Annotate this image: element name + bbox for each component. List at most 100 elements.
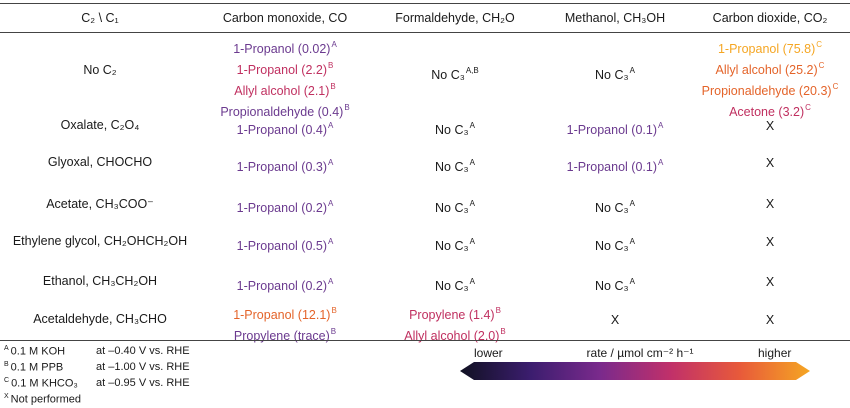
product-entry: 1-Propanol (0.2)A (200, 274, 370, 295)
product-entry: Propylene (trace)B (200, 324, 370, 345)
footnote-a: A 0.1 M KOH at –0.40 V vs. RHE (4, 345, 190, 358)
footnote-x: X Not performed (4, 393, 81, 406)
product-entry: 1-Propanol (0.2)A (200, 196, 370, 217)
product-text: X (765, 196, 775, 211)
product-text: Propionaldehyde (0.4) (220, 105, 344, 120)
product-text: 1-Propanol (0.1) (566, 159, 657, 174)
product-text: 1-Propanol (0.2) (236, 200, 327, 215)
table-cell-co: 1-Propanol (0.02)A 1-Propanol (2.2)B Allyl… (200, 37, 370, 122)
condition-marker: B (495, 306, 501, 315)
row-label: Oxalate, C₂O₄ (60, 118, 140, 132)
product-entry: No C₃A (540, 63, 690, 84)
product-text: 1-Propanol (0.5) (236, 238, 327, 253)
condition-marker: C (816, 40, 823, 49)
product-entry: No C₃A (370, 155, 540, 176)
column-header-co2: Carbon dioxide, CO₂ (712, 11, 828, 25)
product-text: No C₃ (435, 200, 469, 215)
product-entry: No C₃A (370, 196, 540, 217)
legend-title: rate / µmol cm⁻² h⁻¹ (586, 346, 694, 360)
product-text: No C₃ (435, 238, 469, 253)
product-text: Propylene (trace) (233, 329, 330, 344)
table-cell-co: 1-Propanol (0.4)A (200, 118, 370, 139)
bottom-rule (0, 340, 850, 341)
product-entry: No C₃A (370, 118, 540, 139)
condition-marker: B (331, 306, 337, 315)
product-entry: 1-Propanol (0.1)A (540, 155, 690, 176)
product-text: X (765, 234, 775, 249)
table-cell-co2: X (690, 234, 850, 251)
product-entry: X (540, 312, 690, 329)
gradient-arrow-shape (460, 362, 810, 380)
condition-marker: A (327, 276, 334, 286)
product-text: X (765, 312, 775, 327)
column-header-co: Carbon monoxide, CO (222, 11, 348, 25)
product-entry: No C₃A (540, 234, 690, 255)
product-entry: No C₃A (370, 274, 540, 295)
product-entry: No C₃A,B (370, 63, 540, 84)
table-cell-co2: X (690, 196, 850, 213)
product-entry: No C₃A (370, 234, 540, 255)
condition-marker: A (469, 276, 475, 286)
footnote-b: B 0.1 M PPB at –1.00 V vs. RHE (4, 361, 190, 374)
row-label: No C₂ (83, 63, 117, 77)
condition-marker: A (327, 157, 334, 167)
row-label: Acetate, CH₃COO⁻ (46, 197, 154, 211)
row-label: Ethanol, CH₃CH₂OH (42, 274, 158, 288)
condition-marker: B (330, 82, 336, 92)
table-cell-ch3oh: No C₃A (540, 234, 690, 255)
table-cell-ch3oh: 1-Propanol (0.1)A (540, 155, 690, 176)
table-cell-ch3oh: X (540, 312, 690, 329)
condition-marker: C (832, 82, 839, 92)
product-entry: 1-Propanol (75.8)C (690, 37, 850, 58)
table-cell-ch2o: No C₃A (370, 274, 540, 295)
product-entry: 1-Propanol (0.3)A (200, 155, 370, 176)
product-text: 1-Propanol (12.1) (233, 308, 331, 323)
row-label: Ethylene glycol, CH₂OHCH₂OH (12, 234, 188, 248)
product-text: Propylene (1.4) (409, 308, 495, 323)
condition-marker: A (327, 198, 334, 208)
product-text: Allyl alcohol (2.1) (234, 84, 330, 99)
condition-marker: B (330, 327, 337, 337)
product-text: X (610, 312, 620, 327)
product-text: 1-Propanol (75.8) (717, 42, 816, 57)
product-text: 1-Propanol (2.2) (236, 63, 327, 78)
product-text: 1-Propanol (0.3) (236, 159, 327, 174)
product-entry: 1-Propanol (0.1)A (540, 118, 690, 139)
product-text: No C₃ (595, 278, 629, 293)
product-text: 1-Propanol (0.1) (566, 122, 657, 137)
row-label: Glyoxal, CHOCHO (47, 155, 153, 169)
product-text: 1-Propanol (0.2) (236, 278, 327, 293)
condition-marker: B (327, 61, 334, 71)
row-label: Acetaldehyde, CH₃CHO (33, 312, 167, 326)
condition-marker: A (629, 276, 635, 286)
condition-marker: A (469, 120, 475, 130)
table-cell-ch3oh: No C₃A (540, 63, 690, 84)
table-cell-co: 1-Propanol (0.2)A (200, 196, 370, 217)
condition-marker: A (469, 157, 475, 167)
product-text: Allyl alcohol (2.0) (404, 329, 500, 344)
condition-marker: A (657, 120, 664, 130)
table-cell-co2: X (690, 155, 850, 172)
product-text: Allyl alcohol (25.2) (715, 63, 818, 78)
product-entry: Propionaldehyde (20.3)C (690, 79, 850, 100)
product-text: No C₃ (595, 238, 629, 253)
table-cell-ch2o: No C₃A (370, 118, 540, 139)
condition-marker: A (629, 198, 635, 208)
table-cell-ch3oh: 1-Propanol (0.1)A (540, 118, 690, 139)
table-cell-co: 1-Propanol (12.1)B Propylene (trace)B (200, 303, 370, 345)
footnote-c: C 0.1 M KHCO₃ at –0.95 V vs. RHE (4, 377, 190, 390)
condition-marker: C (818, 61, 825, 71)
product-text: No C₃ (435, 278, 469, 293)
condition-marker: A (469, 236, 475, 246)
product-text: No C₃ (431, 67, 465, 82)
condition-marker: B (500, 327, 506, 337)
product-entry: X (690, 196, 850, 213)
product-text: X (765, 274, 775, 289)
legend-high-label: higher (758, 346, 792, 360)
condition-marker: A (469, 198, 475, 208)
product-entry: 1-Propanol (0.5)A (200, 234, 370, 255)
product-text: Acetone (3.2) (729, 105, 805, 120)
corner-header: C₂ \ C₁ (81, 11, 119, 25)
product-text: 1-Propanol (0.4) (236, 122, 327, 137)
